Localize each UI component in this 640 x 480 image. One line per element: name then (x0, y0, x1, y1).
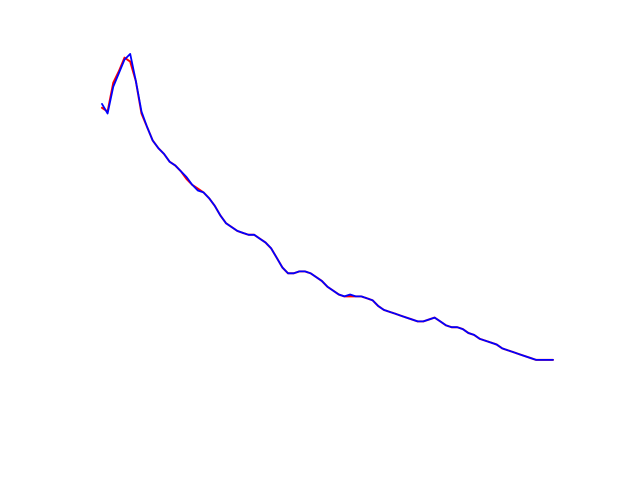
series-line-2 (101, 53, 554, 361)
plot-area (101, 53, 554, 361)
series-line-1 (101, 56, 554, 361)
